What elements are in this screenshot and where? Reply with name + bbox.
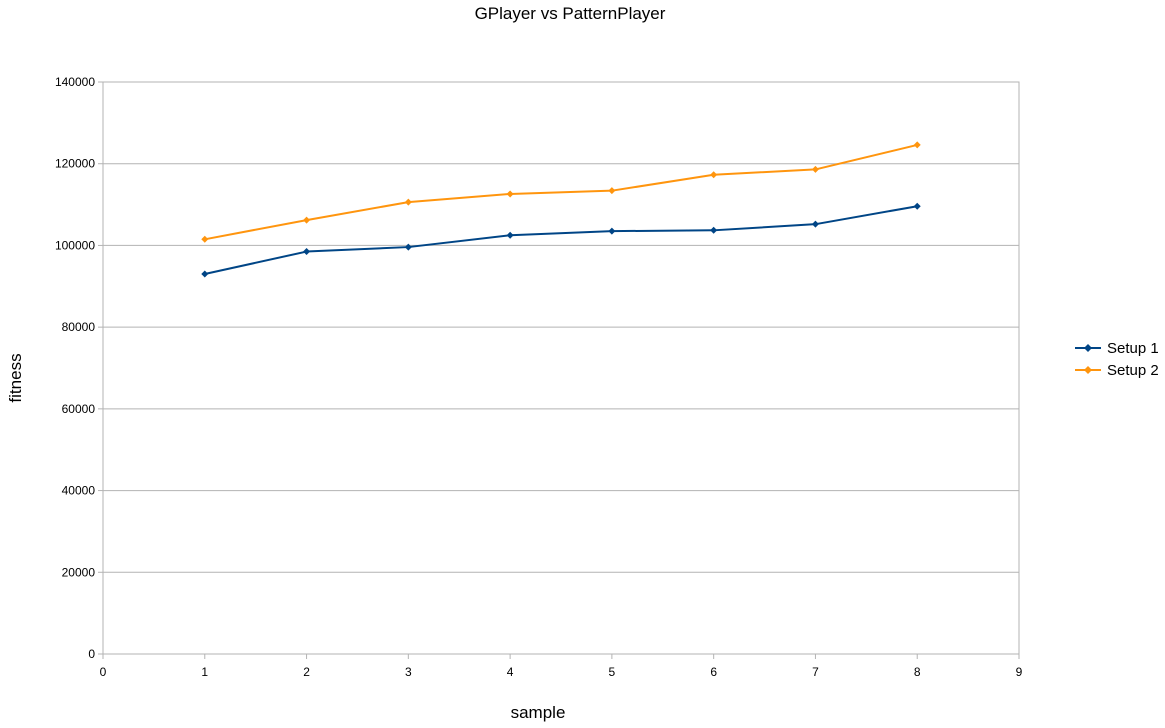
series-group [201,141,921,278]
series-2 [201,141,921,243]
legend-marker [1084,344,1092,352]
x-tick-label: 4 [507,665,514,679]
data-point [404,243,412,251]
x-tick-label: 9 [1016,665,1023,679]
x-tick-label: 8 [914,665,921,679]
data-point [811,220,819,228]
x-tick-label: 1 [201,665,208,679]
x-tick-label: 6 [710,665,717,679]
data-point [201,270,209,278]
grid-lines [103,163,1019,573]
chart-title: GPlayer vs PatternPlayer [475,4,666,23]
y-tick-label: 120000 [55,157,95,171]
legend: Setup 1 Setup 2 [1075,340,1159,379]
y-tick-label: 100000 [55,238,95,252]
x-axis: 0 1 2 3 4 5 6 7 8 9 [100,654,1023,679]
data-point [811,165,819,173]
data-point [201,235,209,243]
data-point [608,187,616,195]
y-tick-label: 60000 [62,402,96,416]
series-line [204,205,918,276]
data-point [913,141,921,149]
data-point [303,216,311,224]
data-point [710,226,718,234]
y-axis-title: fitness [6,353,25,402]
x-tick-label: 3 [405,665,412,679]
x-tick-label: 7 [812,665,819,679]
y-axis: 0 20000 40000 60000 80000 100000 120000 140000 [55,75,103,661]
data-point [913,202,921,210]
legend-label: Setup 2 [1107,362,1159,379]
data-point [404,198,412,206]
x-tick-label: 5 [609,665,616,679]
x-tick-label: 0 [100,665,107,679]
legend-label: Setup 1 [1107,340,1159,357]
y-tick-label: 140000 [55,75,95,89]
legend-item: Setup 2 [1075,362,1159,379]
y-tick-label: 40000 [62,484,96,498]
y-tick-label: 0 [88,647,95,661]
data-point [303,248,311,256]
y-tick-label: 80000 [62,320,96,334]
x-tick-label: 2 [303,665,310,679]
data-point [710,171,718,179]
legend-marker [1084,366,1092,374]
data-point [608,227,616,235]
data-point [506,190,514,198]
legend-item: Setup 1 [1075,340,1159,357]
series-line [204,143,918,241]
data-point [506,231,514,239]
plot-area [102,81,1020,655]
y-tick-label: 20000 [62,565,96,579]
x-axis-title: sample [511,703,566,722]
series-1 [201,202,921,278]
